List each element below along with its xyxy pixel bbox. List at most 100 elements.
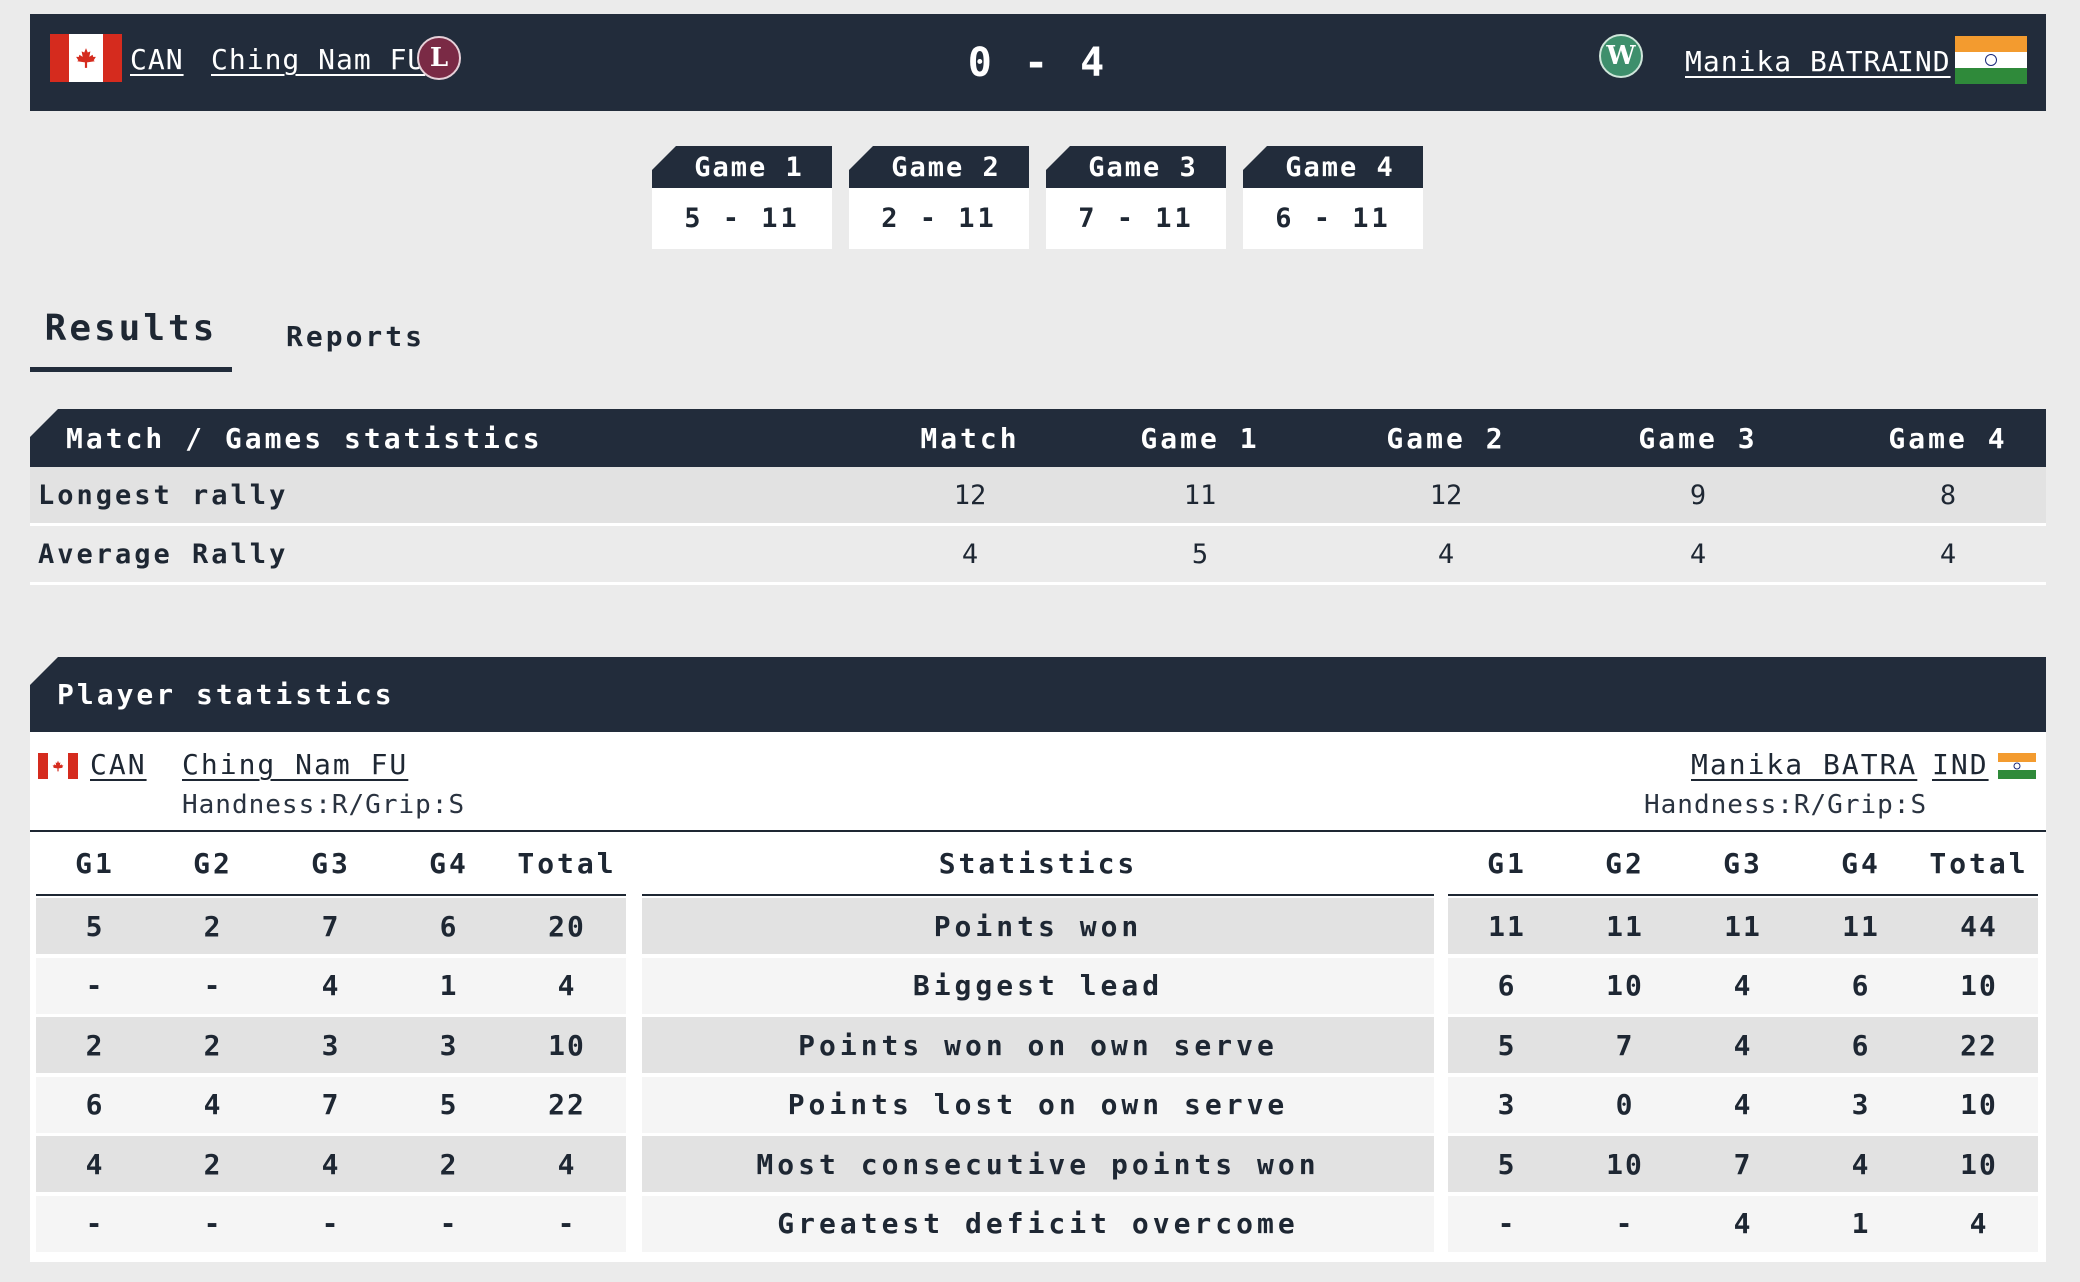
left-player-link[interactable]: Ching Nam FU — [182, 748, 409, 781]
match-header: CAN Ching Nam FU L 0 - 4 W Manika BATRA … — [30, 14, 2046, 111]
stat-label: Most consecutive points won — [642, 1136, 1434, 1192]
right-player-link[interactable]: Manika BATRA — [1691, 748, 1918, 781]
right-player-cell: 10 — [1606, 969, 1644, 1002]
right-country-link[interactable]: IND — [1932, 748, 1989, 781]
right-player-cell: 7 — [1615, 1028, 1635, 1062]
right-player-cell: 4 — [1733, 969, 1753, 1002]
left-player-cell: - — [203, 969, 223, 1002]
column-header: G3 — [1723, 846, 1763, 880]
left-player-info: Handness:R/Grip:S — [182, 790, 466, 820]
player-stats-title: Player statistics — [30, 657, 2046, 732]
table-row: Longest rally 12 11 12 9 8 — [30, 467, 2046, 526]
left-player-cell: 2 — [203, 909, 223, 943]
left-player-cell: - — [85, 969, 105, 1002]
right-player-cell: 3 — [1497, 1088, 1517, 1121]
table-cell: 4 — [1689, 538, 1707, 570]
row-background — [1448, 957, 2038, 1014]
column-header: Total — [1929, 846, 2029, 880]
row-background — [1448, 1195, 2038, 1252]
left-player-cell: 10 — [548, 1028, 586, 1062]
right-country-link[interactable]: IND — [1897, 45, 1951, 78]
table-cell: 9 — [1689, 479, 1707, 511]
right-player-cell: 22 — [1960, 1028, 1998, 1062]
row-background — [36, 1136, 626, 1192]
table-row: Points won on own serve 2 2 3 3 10 5 7 4 6 22 — [30, 1017, 2046, 1073]
game-label: Game 3 — [1046, 146, 1226, 188]
left-player-cell: - — [321, 1207, 341, 1240]
game-label: Game 4 — [1243, 146, 1423, 188]
table-row: Most consecutive points won 4 2 4 2 4 5 10 7 4 10 — [30, 1136, 2046, 1192]
stat-label: Biggest lead — [642, 957, 1434, 1014]
left-player-cell: 4 — [321, 1147, 341, 1181]
match-stats-table: Match / Games statistics Match Game 1 Ga… — [30, 409, 2046, 585]
right-player-cell: 11 — [1606, 909, 1644, 943]
right-player-cell: 11 — [1724, 909, 1762, 943]
right-player-cell: 6 — [1851, 1028, 1871, 1062]
row-label: Average Rally — [38, 538, 289, 570]
column-header: G3 — [311, 846, 351, 880]
table-row: Points won 5 2 7 6 20 11 11 11 11 44 — [30, 898, 2046, 954]
left-player-cell: 22 — [548, 1088, 586, 1121]
row-background — [36, 957, 626, 1014]
match-score: 0 - 4 — [967, 40, 1109, 86]
tab-results[interactable]: Results — [30, 308, 232, 372]
table-row: Average Rally 4 5 4 4 4 — [30, 526, 2046, 585]
row-background — [1448, 898, 2038, 954]
right-player-cell: 4 — [1969, 1207, 1989, 1240]
tab-reports[interactable]: Reports — [286, 320, 426, 353]
left-player-cell: 1 — [439, 969, 459, 1002]
right-player-link[interactable]: Manika BATRA — [1685, 45, 1900, 78]
left-player-cell: 6 — [439, 909, 459, 943]
game-label: Game 2 — [849, 146, 1029, 188]
row-label: Longest rally — [38, 479, 289, 511]
left-player-cell: - — [557, 1207, 577, 1240]
left-player-cell: 7 — [321, 909, 341, 943]
left-player-cell: - — [439, 1207, 459, 1240]
stat-label: Points lost on own serve — [642, 1076, 1434, 1133]
column-header: G1 — [75, 846, 115, 880]
left-player-cell: 4 — [321, 969, 341, 1002]
column-header: Game 1 — [1140, 421, 1260, 455]
right-player-cell: 4 — [1733, 1088, 1753, 1121]
table-cell: 5 — [1191, 538, 1209, 570]
game-score: 2 - 11 — [849, 188, 1029, 249]
table-cell: 4 — [961, 538, 979, 570]
column-header: G2 — [193, 846, 233, 880]
table-row: Greatest deficit overcome - - - - - - - 4 1 4 — [30, 1195, 2046, 1252]
left-player-cell: 4 — [557, 1147, 577, 1181]
match-stats-header: Match / Games statistics Match Game 1 Ga… — [30, 409, 2046, 467]
india-flag-icon — [1955, 36, 2027, 84]
left-player-cell: 2 — [85, 1028, 105, 1062]
left-player-cell: 4 — [85, 1147, 105, 1181]
column-header: G4 — [1841, 846, 1881, 880]
left-country-link[interactable]: CAN — [90, 748, 147, 781]
game-score: 5 - 11 — [652, 188, 832, 249]
game-score: 6 - 11 — [1243, 188, 1423, 249]
divider — [642, 894, 1434, 896]
table-cell: 4 — [1437, 538, 1455, 570]
right-player-info: Handness:R/Grip:S — [1644, 790, 1928, 820]
stat-label: Points won — [642, 898, 1434, 954]
left-player-cell: 2 — [203, 1147, 223, 1181]
game-label: Game 1 — [652, 146, 832, 188]
row-background — [1448, 1076, 2038, 1133]
left-player-link[interactable]: Ching Nam FU — [211, 43, 426, 76]
canada-flag-icon — [50, 34, 122, 82]
win-badge: W — [1599, 34, 1643, 78]
game-card: Game 4 6 - 11 — [1243, 146, 1423, 249]
right-player-cell: 7 — [1733, 1147, 1753, 1181]
column-header: G2 — [1605, 846, 1645, 880]
game-card: Game 2 2 - 11 — [849, 146, 1029, 249]
left-player-cell: 2 — [203, 1028, 223, 1062]
divider — [36, 894, 626, 896]
column-header: Match — [920, 421, 1020, 455]
row-background — [1448, 1136, 2038, 1192]
left-player-cell: 6 — [85, 1088, 105, 1121]
left-player-cell: - — [203, 1207, 223, 1240]
divider — [1448, 894, 2038, 896]
table-cell: 8 — [1939, 479, 1957, 511]
game-score: 7 - 11 — [1046, 188, 1226, 249]
left-country-link[interactable]: CAN — [130, 43, 184, 76]
column-header: Game 3 — [1638, 421, 1758, 455]
table-row: Points lost on own serve 6 4 7 5 22 3 0 4 3 10 — [30, 1076, 2046, 1133]
